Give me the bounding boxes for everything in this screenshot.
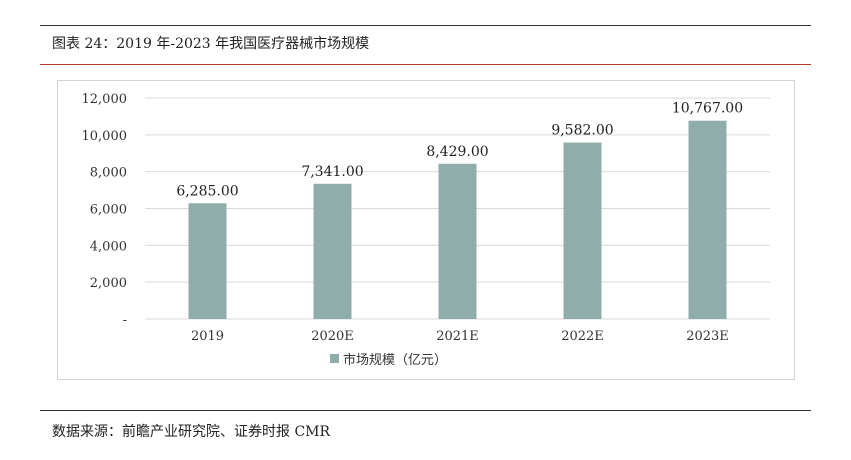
source-note: 数据来源：前瞻产业研究院、证券时报 CMR	[52, 424, 331, 440]
bar	[688, 120, 727, 319]
bottom-rule	[40, 410, 811, 411]
y-tick-label: -	[123, 313, 127, 328]
data-label: 9,582.00	[551, 123, 613, 139]
data-label: 7,341.00	[301, 164, 363, 180]
bar	[563, 142, 602, 319]
x-tick-label: 2020E	[311, 329, 354, 344]
data-label: 8,429.00	[426, 144, 488, 160]
data-label: 6,285.00	[176, 183, 238, 199]
y-tick-label: 8,000	[90, 166, 127, 181]
caption-divider	[40, 64, 811, 65]
y-tick-label: 12,000	[82, 92, 128, 107]
data-label: 10,767.00	[672, 101, 743, 117]
y-tick-label: 4,000	[90, 239, 127, 254]
bar	[438, 163, 477, 319]
x-tick-label: 2019	[191, 329, 224, 344]
bar	[313, 183, 352, 319]
bar	[188, 203, 227, 319]
figure-caption: 图表 24：2019 年-2023 年我国医疗器械市场规模	[52, 36, 370, 52]
x-tick-label: 2023E	[686, 329, 729, 344]
y-tick-label: 6,000	[90, 203, 127, 218]
x-tick-label: 2021E	[436, 329, 479, 344]
y-tick-label: 10,000	[82, 129, 128, 144]
legend-label: 市场规模（亿元）	[343, 353, 448, 368]
top-rule	[40, 25, 811, 26]
x-tick-label: 2022E	[561, 329, 604, 344]
chart-legend: 市场规模（亿元）	[330, 349, 447, 368]
y-tick-label: 2,000	[90, 276, 127, 291]
legend-swatch	[330, 354, 339, 363]
chart-frame	[57, 80, 795, 380]
